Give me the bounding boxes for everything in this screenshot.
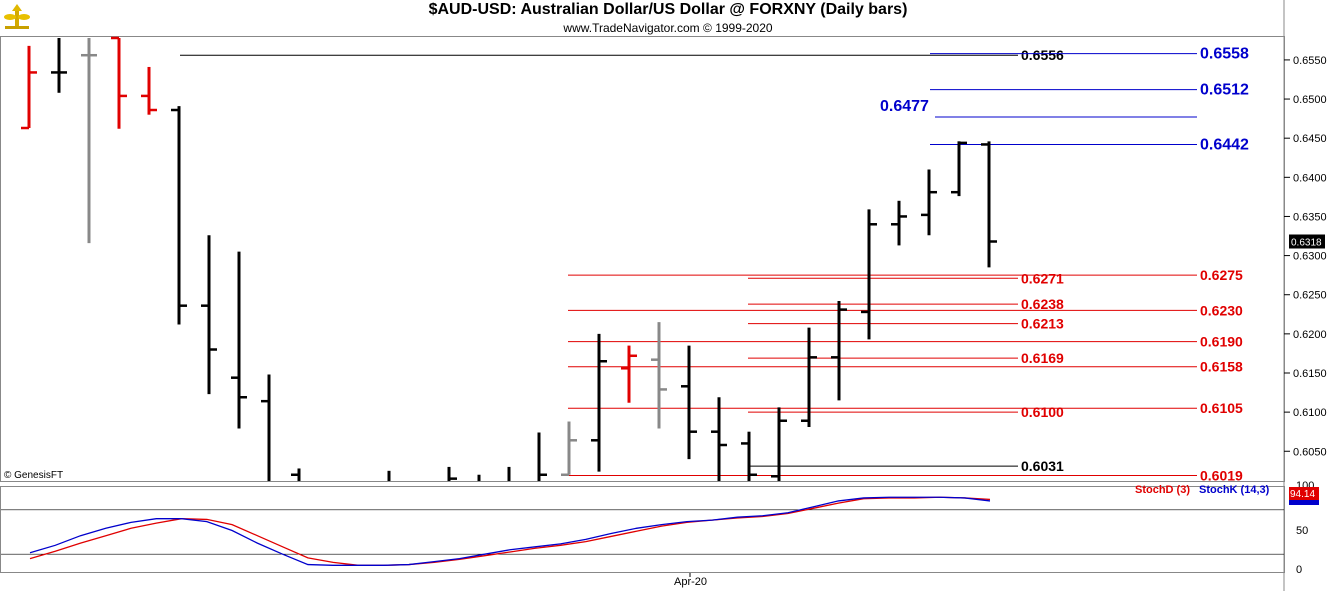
level-label: 0.6100 bbox=[1021, 404, 1064, 420]
price-tick-label: 0.6350 bbox=[1293, 211, 1327, 223]
stoch-k-last-box bbox=[1289, 500, 1319, 505]
ohlc-bar bbox=[621, 345, 637, 403]
price-tick-label: 0.6500 bbox=[1293, 94, 1327, 106]
ohlc-bar bbox=[561, 421, 577, 476]
stoch-last-label: 94.14 bbox=[1290, 489, 1315, 500]
ohlc-bar bbox=[261, 374, 271, 481]
ohlc-bar bbox=[141, 66, 157, 115]
ohlc-bar bbox=[477, 474, 481, 481]
ohlc-bar bbox=[861, 209, 877, 340]
last-price-box bbox=[1289, 234, 1325, 249]
ohlc-bar bbox=[387, 470, 391, 481]
ohlc-bar bbox=[321, 483, 337, 522]
last-price-label: 0.6318 bbox=[1291, 237, 1322, 248]
level-label: 0.6105 bbox=[1200, 400, 1243, 416]
price-tick-label: 0.6400 bbox=[1293, 172, 1327, 184]
price-tick-label: 0.6300 bbox=[1293, 251, 1327, 263]
ohlc-bar bbox=[447, 466, 457, 481]
level-label: 0.6442 bbox=[1200, 136, 1249, 153]
level-label: 0.6190 bbox=[1200, 334, 1243, 350]
ohlc-bar bbox=[891, 200, 907, 246]
price-bars bbox=[21, 36, 997, 530]
chart-subtitle: www.TradeNavigator.com © 1999-2020 bbox=[563, 21, 773, 35]
level-label: 0.6477 bbox=[880, 98, 929, 115]
watermark: © GenesisFT bbox=[4, 470, 63, 481]
ohlc-bar bbox=[351, 483, 367, 522]
ohlc-bar bbox=[921, 169, 937, 236]
trade-navigator-logo-icon bbox=[4, 4, 30, 29]
ohlc-bar bbox=[291, 468, 301, 481]
level-label: 0.6238 bbox=[1021, 296, 1064, 312]
price-tick-label: 0.6200 bbox=[1293, 329, 1327, 341]
price-tick-label: 0.6050 bbox=[1293, 446, 1327, 458]
ohlc-bar bbox=[591, 333, 607, 472]
ohlc-bar bbox=[201, 235, 217, 395]
time-tick-label: Apr-20 bbox=[674, 576, 707, 588]
price-panel-border bbox=[0, 36, 1285, 482]
stoch-tick-label: 0 bbox=[1296, 564, 1302, 576]
ohlc-bar bbox=[981, 141, 997, 268]
chart-frame bbox=[0, 0, 1285, 591]
ohlc-bar bbox=[651, 322, 667, 429]
price-tick-label: 0.6150 bbox=[1293, 368, 1327, 380]
ohlc-bar bbox=[507, 466, 511, 481]
stoch-k-legend: StochK (14,3) bbox=[1199, 484, 1270, 496]
stoch-k-line bbox=[29, 496, 991, 566]
level-label: 0.6558 bbox=[1200, 46, 1249, 63]
ohlc-bar bbox=[711, 397, 727, 481]
ohlc-bar bbox=[537, 432, 547, 481]
level-label: 0.6213 bbox=[1021, 316, 1064, 332]
ohlc-bar bbox=[111, 36, 127, 129]
chart-title: $AUD-USD: Australian Dollar/US Dollar @ … bbox=[428, 1, 908, 18]
price-tick-label: 0.6250 bbox=[1293, 290, 1327, 302]
stoch-d-line bbox=[29, 496, 991, 566]
ohlc-bar bbox=[231, 251, 247, 429]
stoch-last-box bbox=[1289, 487, 1319, 500]
ohlc-bar bbox=[831, 300, 847, 401]
stoch-tick-label: 50 bbox=[1296, 525, 1308, 537]
stoch-d-legend: StochD (3) bbox=[1135, 484, 1190, 496]
level-label: 0.6031 bbox=[1021, 458, 1064, 474]
level-lines: 0.6556 0.6558 0.6512 0.6477 0.6442 0.6275 0.62… bbox=[4, 46, 1249, 484]
ohlc-bar bbox=[21, 45, 37, 130]
ohlc-bar bbox=[411, 483, 427, 530]
level-label: 0.6169 bbox=[1021, 350, 1064, 366]
ohlc-bar bbox=[801, 327, 817, 427]
price-tick-label: 0.6100 bbox=[1293, 407, 1327, 419]
ohlc-bar bbox=[51, 38, 67, 93]
ohlc-bar bbox=[771, 407, 787, 481]
level-label: 0.6556 bbox=[1021, 47, 1064, 63]
price-tick-label: 0.6450 bbox=[1293, 133, 1327, 145]
time-axis: Apr-20 bbox=[674, 573, 707, 588]
ohlc-bar bbox=[81, 38, 97, 244]
ohlc-bar bbox=[741, 431, 757, 481]
ohlc-bar bbox=[951, 141, 967, 197]
level-label: 0.6230 bbox=[1200, 302, 1243, 318]
level-label: 0.6512 bbox=[1200, 82, 1249, 99]
price-tick-label: 0.6550 bbox=[1293, 55, 1327, 67]
level-label: 0.6271 bbox=[1021, 270, 1064, 286]
level-label: 0.6275 bbox=[1200, 267, 1243, 283]
level-label: 0.6019 bbox=[1200, 468, 1243, 484]
ohlc-bar bbox=[171, 106, 187, 325]
ohlc-bar bbox=[681, 345, 697, 460]
level-label: 0.6158 bbox=[1200, 359, 1243, 375]
price-axis: 0.6550 0.6500 0.6450 0.6400 0.6350 0.6300 0.62… bbox=[1284, 55, 1327, 458]
